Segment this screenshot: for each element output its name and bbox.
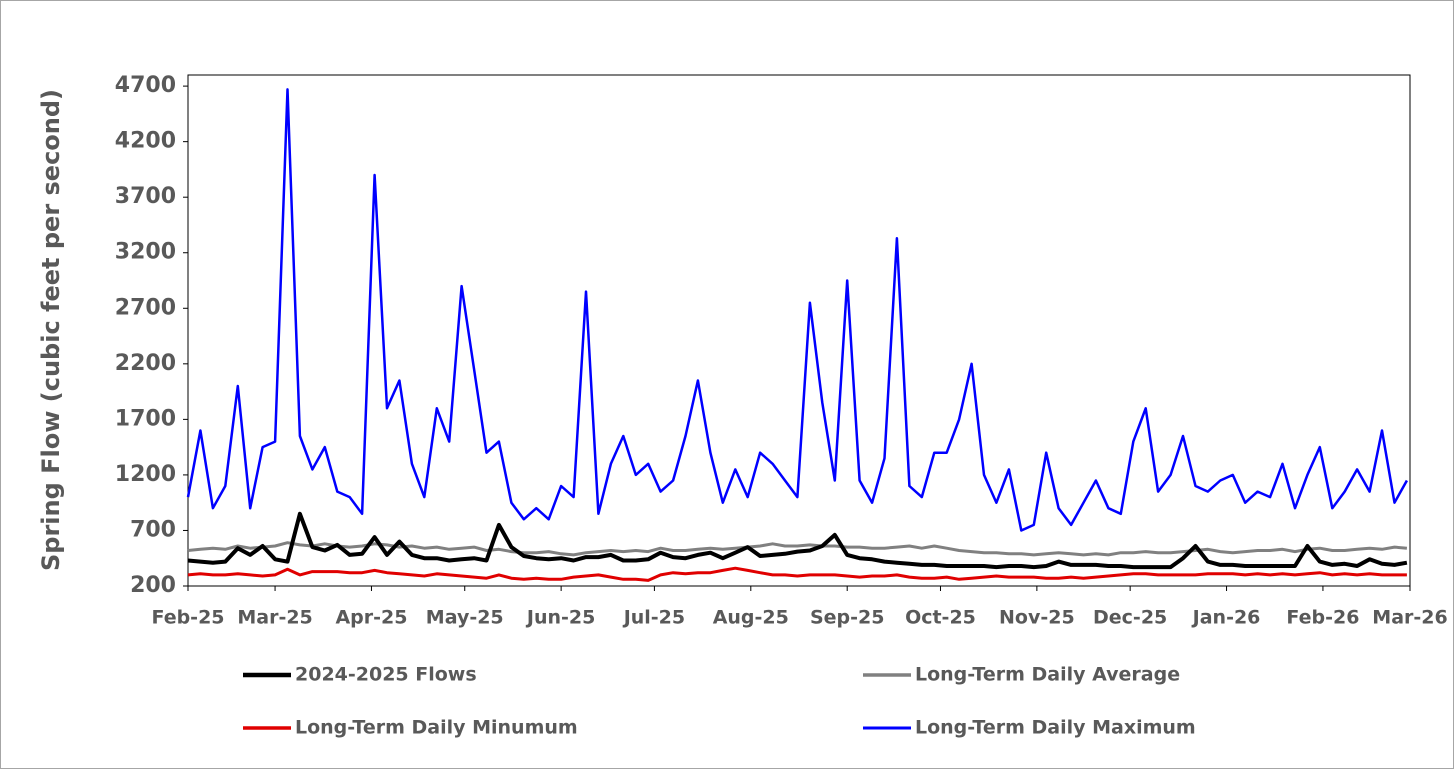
y-tick-label: 3700 xyxy=(115,184,176,209)
y-tick-label: 200 xyxy=(130,573,176,598)
x-tick-label: Feb-26 xyxy=(1286,607,1359,629)
y-tick-label: 4200 xyxy=(115,129,176,154)
legend-label: Long-Term Daily Minumum xyxy=(295,717,578,739)
y-tick-label: 4700 xyxy=(115,73,176,98)
x-tick-label: Sep-25 xyxy=(810,607,885,629)
x-tick-label: Jan-26 xyxy=(1191,607,1261,629)
y-axis-label: Spring Flow (cubic feet per second) xyxy=(37,89,65,571)
series-line xyxy=(186,88,1408,532)
x-tick-label: May-25 xyxy=(426,607,504,629)
legend-label: Long-Term Daily Average xyxy=(915,664,1180,686)
legend-label: Long-Term Daily Maximum xyxy=(915,717,1196,739)
y-tick-label: 700 xyxy=(130,517,176,542)
x-tick-label: Jul-25 xyxy=(622,607,685,629)
x-tick-label: Aug-25 xyxy=(713,607,789,629)
y-tick-label: 2700 xyxy=(115,295,176,320)
legend-label: 2024-2025 Flows xyxy=(295,664,477,686)
x-tick-label: Apr-25 xyxy=(335,607,407,629)
series-line xyxy=(187,566,1407,582)
x-tick-label: Oct-25 xyxy=(905,607,976,629)
x-tick-label: Feb-25 xyxy=(151,607,224,629)
y-tick-label: 2200 xyxy=(115,351,176,376)
x-tick-label: Nov-25 xyxy=(999,607,1075,629)
series-line xyxy=(187,511,1408,570)
series-line xyxy=(187,541,1408,557)
x-tick-label: Dec-25 xyxy=(1093,607,1167,629)
plot-area xyxy=(187,74,1411,587)
y-tick-label: 3200 xyxy=(115,240,176,265)
x-tick-label: Jun-25 xyxy=(525,607,595,629)
y-tick-label: 1200 xyxy=(115,462,176,487)
x-tick-label: Mar-26 xyxy=(1372,607,1447,629)
y-tick-label: 1700 xyxy=(115,406,176,431)
x-tick-label: Mar-25 xyxy=(237,607,312,629)
